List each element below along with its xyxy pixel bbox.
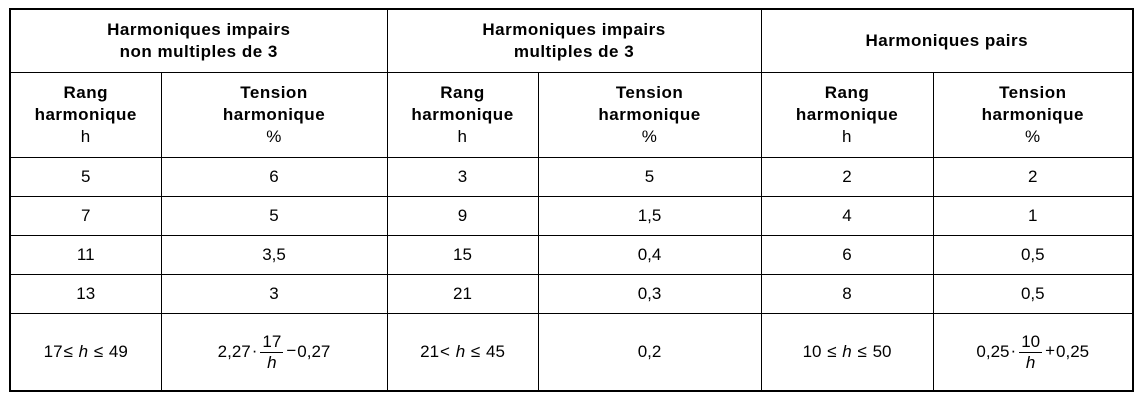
voltage-header: Tension harmonique % (160, 72, 388, 158)
formula-cell-even: 0,25· 10 h +0,25 (932, 313, 1134, 392)
table-row: 7 5 9 1,5 4 1 (9, 196, 1134, 236)
table-row: 13 3 21 0,3 8 0,5 (9, 274, 1134, 314)
table-cell: 6 (760, 235, 934, 275)
table-cell: 1,5 (537, 196, 762, 236)
table-cell: 2 (932, 157, 1134, 197)
rank-header: Rang harmonique h (9, 72, 162, 158)
group-header-odd-non-multiple-3: Harmoniques impairs non multiples de 3 (9, 8, 388, 73)
group-header-odd-multiple-3: Harmoniques impairs multiples de 3 (386, 8, 762, 73)
value-cell-odd-multiple: 0,2 (537, 313, 762, 392)
table-cell: 5 (9, 157, 162, 197)
rank-header: Rang harmonique h (386, 72, 539, 158)
range-cell-even: 10 ≤ h ≤ 50 (760, 313, 934, 392)
formula-row: 17≤ h ≤ 49 2,27· 17 h −0,27 21< h ≤ 45 0,2 … (9, 313, 1134, 392)
table-cell: 1 (932, 196, 1134, 236)
table-cell: 0,3 (537, 274, 762, 314)
formula-cell-odd-non-multiple: 2,27· 17 h −0,27 (160, 313, 388, 392)
rank-header: Rang harmonique h (760, 72, 934, 158)
table-cell: 0,5 (932, 235, 1134, 275)
sub-header-row: Rang harmonique h Tension harmonique % R… (9, 72, 1134, 158)
table-cell: 2 (760, 157, 934, 197)
table-cell: 7 (9, 196, 162, 236)
range-cell-odd-non-multiple: 17≤ h ≤ 49 (9, 313, 162, 392)
table-cell: 3 (160, 274, 388, 314)
table-cell: 11 (9, 235, 162, 275)
range-cell-odd-multiple: 21< h ≤ 45 (386, 313, 539, 392)
table-cell: 0,5 (932, 274, 1134, 314)
fraction: 10 h (1019, 331, 1043, 372)
table-cell: 21 (386, 274, 539, 314)
fraction: 17 h (260, 331, 284, 372)
table-cell: 9 (386, 196, 539, 236)
table-cell: 5 (537, 157, 762, 197)
table-cell: 0,4 (537, 235, 762, 275)
group-header-row: Harmoniques impairs non multiples de 3 H… (9, 8, 1134, 73)
table-cell: 8 (760, 274, 934, 314)
table-cell: 3 (386, 157, 539, 197)
voltage-header: Tension harmonique % (932, 72, 1134, 158)
table-row: 5 6 3 5 2 2 (9, 157, 1134, 197)
table-cell: 15 (386, 235, 539, 275)
table-cell: 3,5 (160, 235, 388, 275)
table-row: 11 3,5 15 0,4 6 0,5 (9, 235, 1134, 275)
voltage-header: Tension harmonique % (537, 72, 762, 158)
table-cell: 4 (760, 196, 934, 236)
table-cell: 5 (160, 196, 388, 236)
table-cell: 13 (9, 274, 162, 314)
table-cell: 6 (160, 157, 388, 197)
harmonics-table: Harmoniques impairs non multiples de 3 H… (9, 8, 1135, 392)
group-header-even: Harmoniques pairs (760, 8, 1134, 73)
